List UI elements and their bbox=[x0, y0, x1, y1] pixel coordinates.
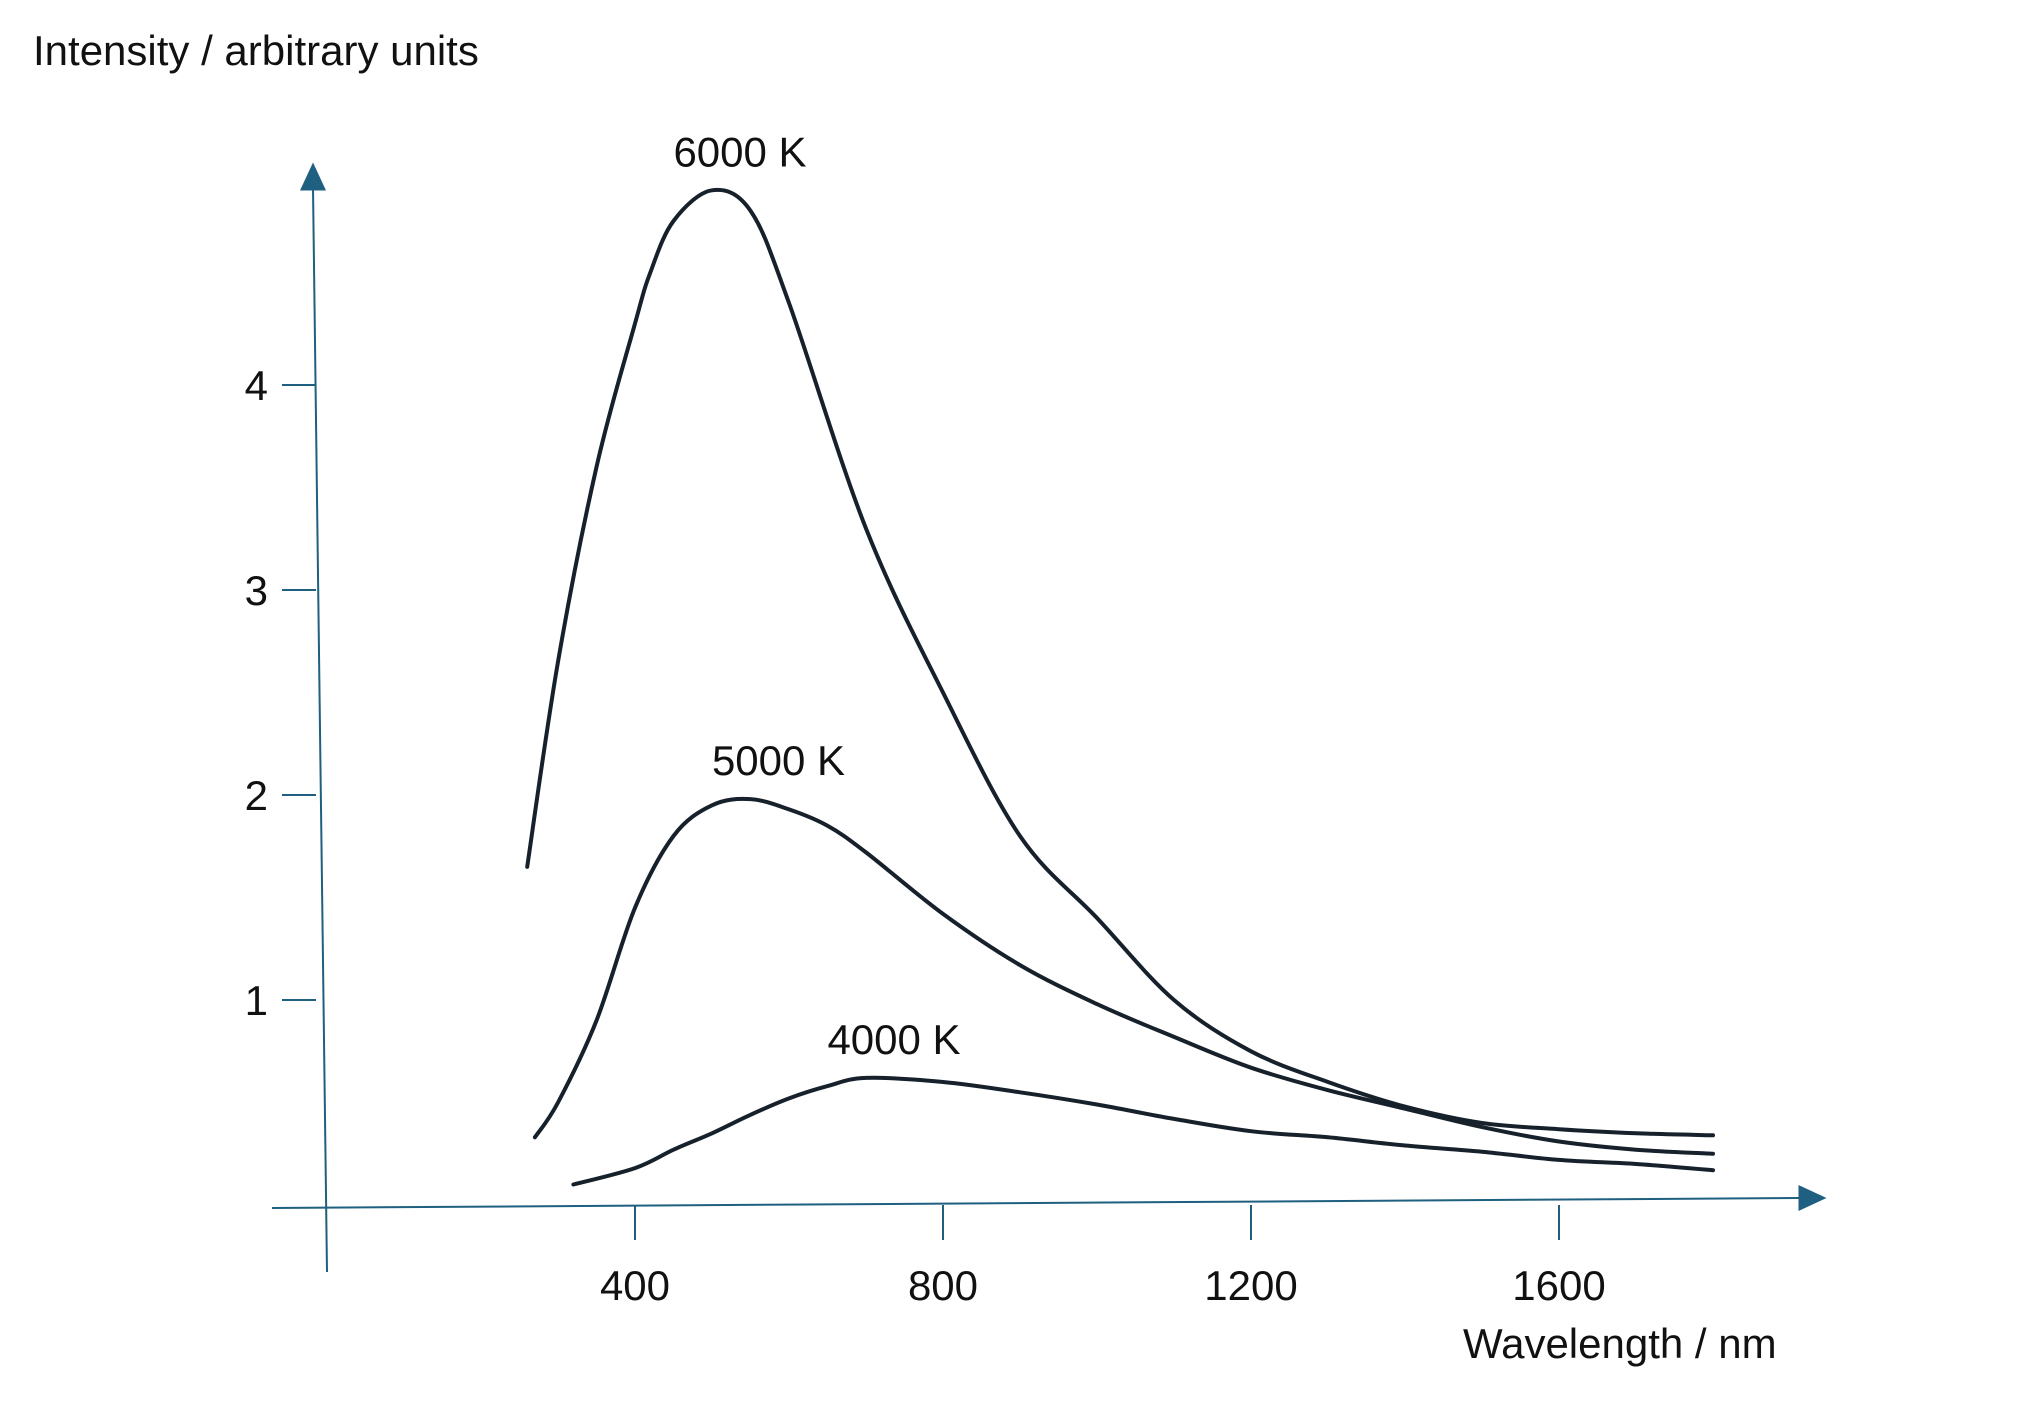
x-tick-label: 1600 bbox=[1512, 1262, 1605, 1309]
y-tick-label: 4 bbox=[245, 362, 268, 409]
curve-4000-k bbox=[571, 1075, 1715, 1187]
x-axis-line bbox=[271, 1197, 1799, 1209]
series-label-5000-k: 5000 K bbox=[712, 737, 845, 784]
y-axis-line bbox=[312, 187, 328, 1273]
curve-5000-k bbox=[532, 796, 1715, 1156]
y-tick-label: 1 bbox=[245, 977, 268, 1024]
curve-6000-k bbox=[525, 187, 1715, 1138]
y-axis-title: Intensity / arbitrary units bbox=[33, 27, 479, 74]
y-axis-arrowhead-icon bbox=[300, 162, 326, 191]
series-label-6000-k: 6000 K bbox=[673, 128, 806, 175]
y-tick-label: 2 bbox=[245, 772, 268, 819]
x-tick-label: 400 bbox=[600, 1262, 670, 1309]
x-tick-label: 1200 bbox=[1204, 1262, 1297, 1309]
y-tick-label: 3 bbox=[245, 567, 268, 614]
x-axis-title: Wavelength / nm bbox=[1463, 1320, 1777, 1367]
x-axis-arrowhead-icon bbox=[1798, 1185, 1827, 1211]
x-tick-label: 800 bbox=[908, 1262, 978, 1309]
series-label-4000-k: 4000 K bbox=[827, 1016, 960, 1063]
